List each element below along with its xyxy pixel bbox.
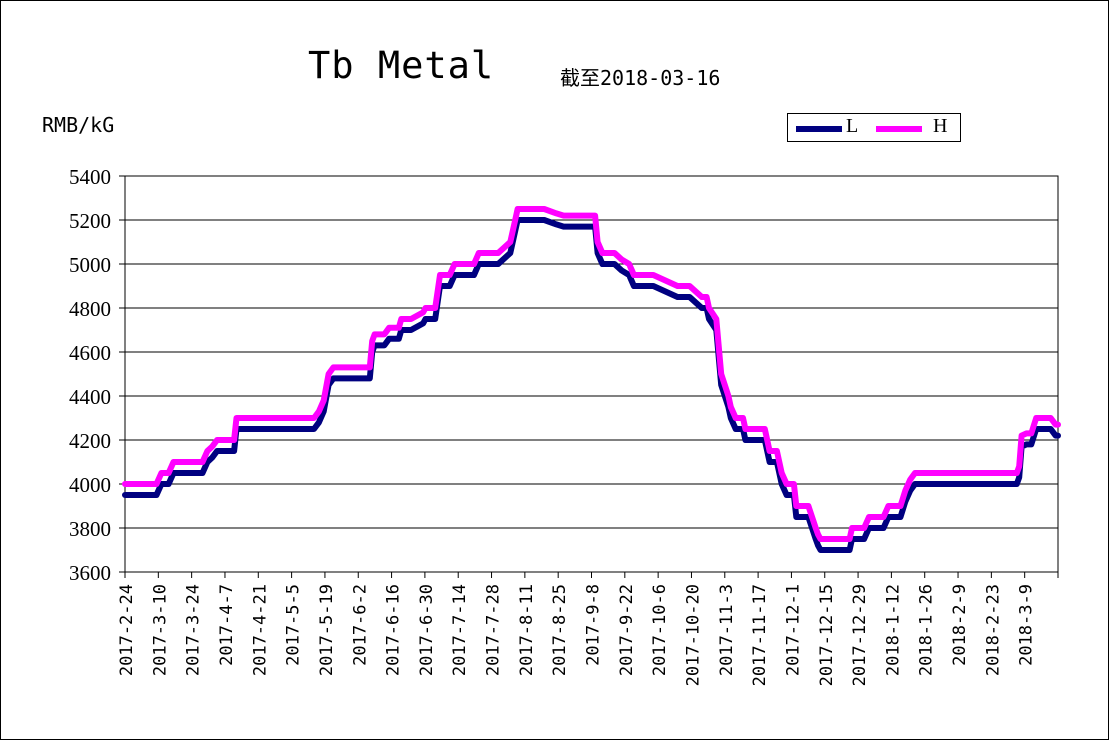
y-tick-label: 4400 xyxy=(69,385,111,409)
x-tick-label: 2017-7-28 xyxy=(484,584,504,676)
legend-label-h: H xyxy=(933,115,948,137)
x-tick-label: 2017-6-30 xyxy=(417,584,437,676)
y-axis-label: RMB/kG xyxy=(42,113,115,137)
y-tick-label: 4000 xyxy=(69,473,111,497)
plot-area xyxy=(124,175,1059,573)
y-tick-label: 3600 xyxy=(69,561,111,585)
x-tick-label: 2017-5-5 xyxy=(284,584,304,666)
x-tick-label: 2018-2-9 xyxy=(950,584,970,666)
chart-subtitle: 截至2018-03-16 xyxy=(560,66,721,90)
x-tick-label: 2017-7-14 xyxy=(450,584,470,676)
legend-swatch-l xyxy=(796,126,842,132)
x-tick-label: 2017-3-10 xyxy=(150,584,170,676)
y-tick-label: 4200 xyxy=(69,429,111,453)
x-tick-label: 2018-3-9 xyxy=(1017,584,1037,666)
x-tick-label: 2018-1-26 xyxy=(917,584,937,676)
legend: L H xyxy=(787,113,961,142)
x-tick-label: 2017-9-22 xyxy=(617,584,637,676)
series-line-h xyxy=(122,206,1061,542)
x-tick-label: 2017-11-17 xyxy=(750,584,770,686)
y-tick-label: 3800 xyxy=(69,517,111,541)
x-tick-label: 2017-10-20 xyxy=(683,584,703,686)
y-tick-label: 5400 xyxy=(69,165,111,189)
y-tick-label: 5000 xyxy=(69,253,111,277)
x-tick-label: 2017-11-3 xyxy=(717,584,737,676)
legend-swatch-h xyxy=(876,126,922,132)
legend-label-l: L xyxy=(846,115,859,137)
x-tick-label: 2017-5-19 xyxy=(317,584,337,676)
x-tick-label: 2017-12-1 xyxy=(783,584,803,676)
x-tick-label: 2017-3-24 xyxy=(184,584,204,676)
y-tick-label: 5200 xyxy=(69,209,111,233)
x-tick-label: 2017-8-11 xyxy=(517,584,537,676)
x-tick-label: 2017-6-16 xyxy=(384,584,404,676)
x-tick-label: 2018-2-23 xyxy=(983,584,1003,676)
x-tick-label: 2017-12-15 xyxy=(817,584,837,686)
x-tick-label: 2017-10-6 xyxy=(650,584,670,676)
y-tick-label: 4800 xyxy=(69,297,111,321)
y-tick-label: 4600 xyxy=(69,341,111,365)
x-tick-label: 2017-4-7 xyxy=(217,584,237,666)
x-tick-label: 2017-8-25 xyxy=(550,584,570,676)
x-tick-label: 2017-9-8 xyxy=(584,584,604,666)
x-tick-label: 2017-2-24 xyxy=(117,584,137,676)
x-tick-label: 2017-6-2 xyxy=(350,584,370,666)
series-line-l xyxy=(122,217,1061,553)
x-tick-label: 2018-1-12 xyxy=(883,584,903,676)
chart-title: Tb Metal xyxy=(308,44,495,87)
x-tick-label: 2017-12-29 xyxy=(850,584,870,686)
x-tick-label: 2017-4-21 xyxy=(250,584,270,676)
